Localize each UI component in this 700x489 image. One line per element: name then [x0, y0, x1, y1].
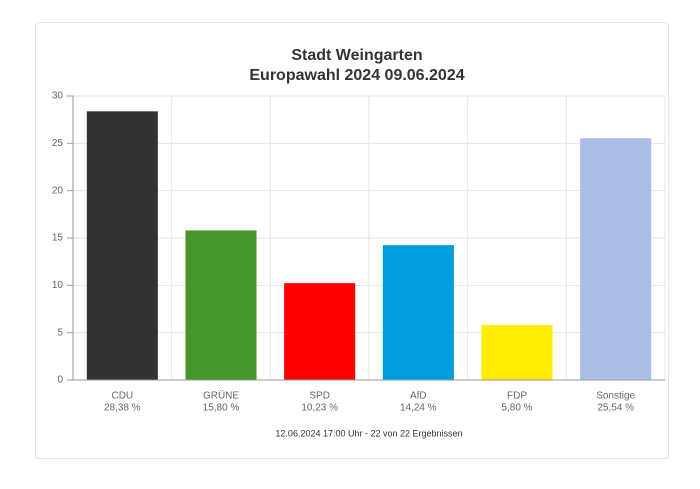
value-label: 5,80 % — [501, 403, 532, 414]
y-tick-label: 25 — [52, 138, 64, 149]
y-tick-label: 0 — [57, 375, 63, 386]
bar — [481, 325, 553, 380]
y-tick-label: 30 — [52, 91, 64, 102]
x-tick-label: FDP — [507, 391, 527, 402]
chart-subtitle: Europawahl 2024 09.06.2024 — [249, 67, 464, 84]
x-tick-label: Sonstige — [596, 391, 635, 402]
x-tick-label: AfD — [410, 391, 427, 402]
bar — [86, 111, 158, 380]
bar — [382, 245, 454, 380]
bar — [185, 230, 257, 380]
value-label: 14,24 % — [400, 403, 437, 414]
value-label: 25,54 % — [597, 403, 634, 414]
y-tick-label: 20 — [52, 185, 64, 196]
bar — [580, 138, 652, 380]
value-label: 28,38 % — [104, 403, 141, 414]
chart-title: Stadt Weingarten — [291, 47, 422, 64]
y-tick-label: 15 — [52, 233, 64, 244]
footnote: 12.06.2024 17:00 Uhr - 22 von 22 Ergebni… — [275, 428, 462, 438]
x-tick-label: SPD — [309, 391, 330, 402]
y-tick-label: 10 — [52, 280, 64, 291]
y-tick-label: 5 — [57, 327, 63, 338]
x-tick-label: GRÜNE — [203, 390, 239, 402]
value-label: 10,23 % — [301, 403, 338, 414]
x-tick-label: CDU — [111, 391, 133, 402]
bar — [284, 283, 356, 380]
value-label: 15,80 % — [203, 403, 240, 414]
